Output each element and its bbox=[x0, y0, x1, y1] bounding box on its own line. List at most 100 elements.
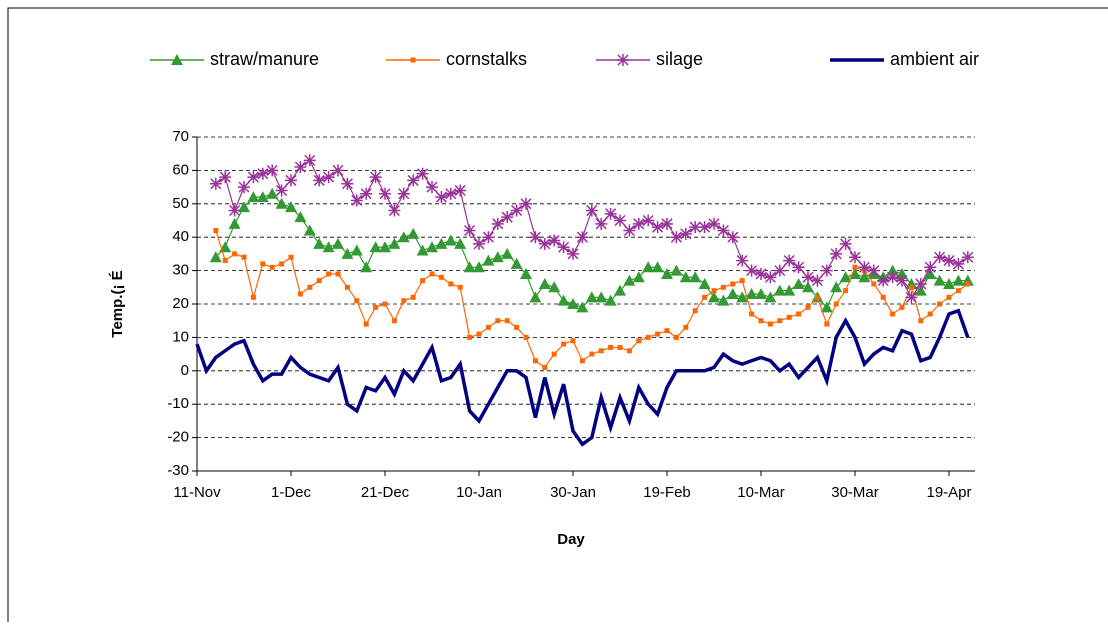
marker bbox=[514, 324, 520, 330]
y-tick-label: 40 bbox=[172, 228, 189, 245]
marker bbox=[341, 247, 354, 259]
marker bbox=[219, 171, 232, 184]
marker bbox=[538, 237, 551, 250]
marker bbox=[708, 291, 720, 303]
marker bbox=[463, 224, 476, 237]
marker bbox=[924, 267, 937, 279]
marker bbox=[438, 274, 444, 280]
marker bbox=[495, 318, 501, 324]
marker bbox=[426, 181, 438, 194]
marker bbox=[614, 214, 626, 227]
marker bbox=[689, 271, 702, 283]
marker bbox=[266, 164, 279, 177]
marker bbox=[501, 247, 514, 259]
marker bbox=[626, 348, 632, 354]
marker bbox=[285, 201, 297, 213]
marker bbox=[457, 284, 463, 290]
legend-marker bbox=[617, 54, 629, 66]
marker bbox=[397, 187, 410, 200]
marker bbox=[651, 261, 664, 273]
marker bbox=[811, 274, 824, 287]
marker bbox=[228, 217, 241, 229]
marker bbox=[341, 177, 354, 190]
marker bbox=[623, 274, 636, 286]
marker bbox=[642, 261, 655, 273]
marker bbox=[755, 267, 767, 280]
marker bbox=[350, 194, 363, 207]
marker bbox=[777, 318, 783, 324]
marker bbox=[802, 271, 814, 284]
marker bbox=[896, 274, 908, 287]
y-tick-label: 0 bbox=[181, 362, 189, 379]
legend-marker bbox=[410, 57, 416, 63]
marker bbox=[830, 247, 843, 260]
marker bbox=[232, 251, 238, 257]
marker bbox=[360, 261, 373, 273]
marker bbox=[924, 261, 937, 274]
marker bbox=[416, 244, 429, 256]
marker bbox=[617, 344, 623, 350]
marker bbox=[632, 271, 645, 283]
x-tick-label: 11-Nov bbox=[173, 484, 221, 501]
marker bbox=[332, 164, 344, 177]
y-tick-label: 60 bbox=[172, 161, 189, 178]
marker bbox=[241, 254, 247, 260]
marker bbox=[551, 351, 557, 357]
marker bbox=[222, 258, 228, 264]
marker bbox=[927, 311, 933, 317]
marker bbox=[209, 251, 222, 263]
x-tick-label: 10-Jan bbox=[456, 484, 502, 501]
marker bbox=[933, 251, 946, 264]
marker bbox=[576, 301, 589, 313]
marker bbox=[297, 291, 303, 297]
marker bbox=[933, 274, 946, 286]
marker bbox=[943, 254, 955, 267]
y-tick-label: 50 bbox=[172, 195, 189, 212]
marker bbox=[773, 264, 786, 277]
marker bbox=[689, 221, 702, 234]
marker bbox=[814, 294, 820, 300]
marker bbox=[673, 334, 679, 340]
marker bbox=[532, 358, 538, 364]
marker bbox=[905, 291, 918, 304]
marker bbox=[843, 288, 849, 294]
y-tick-label: -20 bbox=[167, 429, 189, 446]
marker bbox=[604, 294, 617, 306]
marker bbox=[698, 277, 711, 289]
marker bbox=[805, 304, 811, 310]
marker bbox=[350, 244, 363, 256]
marker bbox=[313, 174, 326, 187]
marker bbox=[354, 298, 360, 304]
marker bbox=[548, 234, 561, 247]
marker bbox=[294, 161, 307, 174]
marker bbox=[608, 344, 614, 350]
line bbox=[195, 308, 970, 447]
marker bbox=[636, 338, 642, 344]
marker bbox=[745, 287, 758, 299]
marker bbox=[726, 287, 739, 299]
marker bbox=[501, 211, 514, 224]
marker bbox=[401, 298, 407, 304]
marker bbox=[420, 278, 426, 284]
marker bbox=[758, 318, 764, 324]
marker bbox=[899, 304, 905, 310]
marker bbox=[416, 167, 429, 180]
series bbox=[213, 228, 971, 370]
marker bbox=[529, 291, 542, 303]
x-tick-label: 21-Dec bbox=[361, 484, 410, 501]
marker bbox=[520, 197, 532, 210]
marker bbox=[585, 204, 598, 217]
marker bbox=[388, 204, 401, 217]
marker bbox=[369, 171, 382, 184]
marker bbox=[360, 187, 373, 200]
marker bbox=[397, 231, 410, 243]
marker bbox=[952, 274, 965, 286]
marker bbox=[961, 274, 974, 286]
marker bbox=[749, 311, 755, 317]
marker bbox=[520, 267, 532, 279]
marker bbox=[736, 254, 749, 267]
marker bbox=[708, 217, 720, 230]
marker bbox=[858, 271, 871, 283]
marker bbox=[858, 261, 871, 274]
marker bbox=[557, 294, 570, 306]
